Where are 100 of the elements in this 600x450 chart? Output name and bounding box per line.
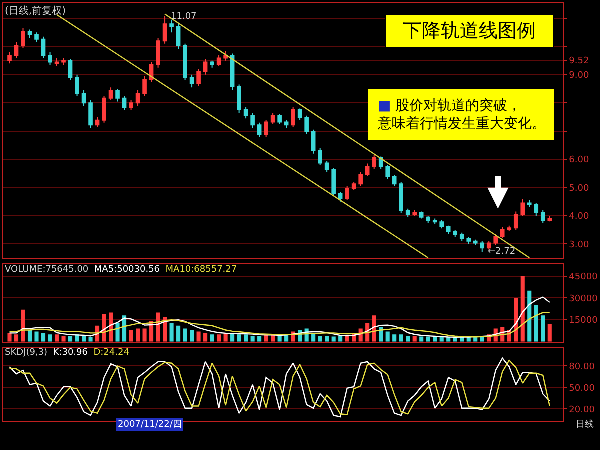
candlestick [324,160,330,173]
candlestick [14,42,19,58]
candlestick [54,58,60,67]
annotation: 2007/11/22/四 [118,420,182,430]
candlestick [237,84,242,114]
candlestick [298,108,302,121]
bar [170,322,174,342]
candlestick [419,211,424,220]
candlestick [540,210,546,224]
line-series [9,312,550,338]
bar [406,336,410,342]
candlestick [156,38,160,68]
annotation: 11.07 [171,12,197,22]
candlestick [412,210,417,216]
y-tick-label: 9.52 [569,56,590,66]
candlestick [527,200,532,208]
candlestick [480,240,485,253]
bar [190,330,194,342]
bar [250,336,255,342]
candlestick [270,112,276,125]
y-tick-label: 80.00 [569,362,596,372]
candlestick [446,225,451,235]
candlestick [116,88,120,102]
y-tick-label: 50.00 [569,384,596,394]
bar [183,328,188,342]
candlestick [224,50,228,62]
candlestick [386,164,390,180]
bar [34,332,39,342]
bar [176,326,181,342]
bar [54,334,60,342]
candlestick [338,191,343,202]
bar [237,334,242,342]
y-tick-label: 5.00 [569,184,590,194]
bar [142,328,147,342]
candlestick [75,74,80,97]
candlestick [122,96,127,111]
candlestick [41,36,46,58]
bar [520,276,525,342]
candlestick [68,58,73,82]
bar [8,333,12,342]
bar [196,332,201,342]
candlestick [406,208,410,218]
candlestick [216,54,222,67]
candlestick [108,87,114,101]
bar [28,330,32,342]
bar [392,334,397,342]
candlestick [278,114,282,125]
bar [82,336,86,342]
candlestick [453,230,458,238]
candlestick [426,215,431,224]
candlestick [196,68,201,87]
annotation: MA5:50030.56 [94,265,160,275]
bar [412,336,417,342]
y-tick-label: 9.00 [569,71,590,82]
y-tick-label: 3.00 [569,240,590,250]
candlestick [244,106,248,120]
candlestick [460,232,464,242]
text: 下降轨道线图例 [391,20,548,42]
annotation: MA10:68557.27 [166,265,238,275]
bar [528,290,532,342]
candlestick [183,43,188,82]
candlestick [142,76,147,97]
candlestick [170,19,174,34]
candlestick [473,239,478,246]
bar [210,334,214,342]
candlestick [345,186,350,201]
candlestick [129,100,134,111]
candlestick [494,234,498,246]
bar [318,336,322,342]
candlestick [8,52,12,64]
candlestick [284,120,289,130]
candlestick [264,120,268,138]
candlestick [514,211,518,231]
bar [48,334,52,342]
candlestick [358,172,363,187]
candlestick [210,60,214,68]
bar [21,310,26,342]
candlestick [372,154,376,170]
candlestick [34,32,39,43]
candlestick [318,148,322,166]
bar [278,336,282,342]
candlestick [440,220,444,230]
bar [325,336,330,342]
annotation: VOLUME:75645.00 [5,265,89,275]
candlestick [250,112,255,130]
candlestick [48,52,52,66]
y-tick-label: 4.00 [569,212,590,222]
candlestick [88,100,93,130]
bar [244,334,248,342]
y-tick-label: 20.00 [569,405,596,416]
candlestick [311,129,316,154]
bar [136,328,140,342]
candlestick [392,174,397,187]
candlestick [534,202,539,216]
candlestick [304,115,309,135]
candlestick [399,182,404,214]
annotation: D:24.24 [94,348,130,358]
candlestick [520,198,526,216]
bar [204,333,208,342]
candlestick [82,90,86,106]
